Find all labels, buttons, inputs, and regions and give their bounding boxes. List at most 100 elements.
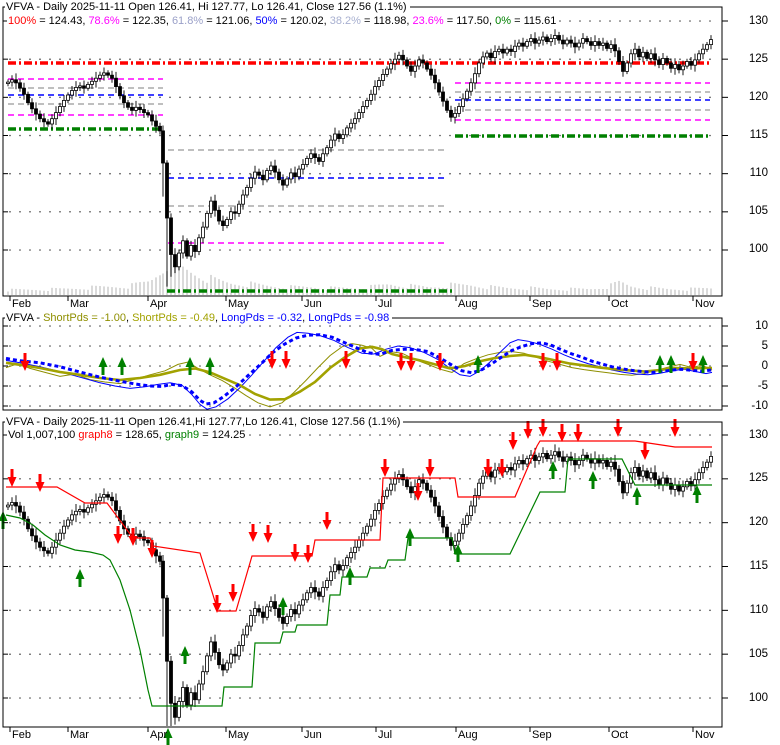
buy-arrow-icon (180, 646, 190, 664)
sell-arrow-icon (290, 544, 300, 562)
x-axis-month-label: Jul (378, 298, 393, 310)
buy-arrow-icon (698, 355, 708, 373)
fib-level-value: = 118.98, (360, 15, 413, 27)
buy-arrow-icon (278, 597, 288, 615)
y-axis-label: 130 (748, 14, 768, 27)
sell-arrow-icon (322, 512, 332, 530)
sell-arrow-icon (263, 525, 273, 543)
volume-bars (7, 255, 712, 296)
fib-level-value: = 121.06, (203, 15, 256, 27)
fib-level-value: = 115.61 (511, 15, 557, 27)
y-axis-label: 105 (748, 205, 768, 218)
sell-arrow-icon (113, 526, 123, 544)
buy-arrow-icon (75, 569, 85, 587)
buy-arrow-icon (473, 355, 483, 373)
y-axis-label: 120 (748, 516, 768, 529)
x-axis-month-label: Oct (611, 729, 629, 741)
sell-arrow-icon (7, 469, 17, 487)
graph-value: = 124.25 (199, 429, 246, 441)
panel3-arrows (0, 419, 702, 745)
sell-arrow-icon (613, 419, 623, 437)
sell-arrow-icon (303, 545, 313, 563)
panel3-title: VFVA - Daily 2025-11-11 Open 126.41,Hi 1… (5, 416, 404, 428)
graph-label: graph9 (164, 429, 200, 441)
panel3-subtitle: Vol 1,007,100 graph8 = 128.65, graph9 = … (7, 429, 249, 441)
sell-arrow-icon (538, 419, 548, 437)
sell-arrow-icon (341, 351, 351, 369)
buy-arrow-icon (692, 485, 702, 503)
sell-arrow-icon (435, 353, 445, 371)
sell-arrow-icon (413, 483, 423, 501)
panel1-title-text: VFVA - Daily 2025-11-11 Open 126.41, Hi … (6, 1, 407, 13)
y-axis-label: 130 (748, 428, 768, 441)
x-axis-month-label: Jul (378, 729, 393, 741)
fib-level-value: = 124.43, (36, 15, 89, 27)
oscillator-lines (5, 331, 713, 410)
x-axis-month-label: Mar (70, 298, 89, 310)
panel2-indicator-values: ShortPds = -1.00, ShortPds = -0.49, Long… (43, 312, 390, 324)
x-axis-month-label: May (228, 298, 249, 310)
panel2-title: VFVA - ShortPds = -1.00, ShortPds = -0.4… (5, 312, 393, 324)
sell-arrow-icon (483, 459, 493, 477)
y-axis-label: 120 (748, 90, 768, 103)
sell-arrow-icon (508, 432, 518, 450)
sell-arrow-icon (212, 595, 222, 613)
x-axis-month-label: Nov (695, 298, 715, 310)
graph-label: graph8 (78, 429, 113, 441)
buy-arrow-icon (655, 355, 665, 373)
candles-bottom (6, 444, 713, 726)
y-axis-label: 125 (748, 472, 768, 485)
sell-arrow-icon (640, 442, 650, 460)
y-axis-label: -10 (751, 399, 768, 412)
x-axis-month-label: Feb (12, 298, 31, 310)
buy-arrow-icon (345, 567, 355, 585)
y-axis-label: 0 (761, 359, 768, 372)
buy-arrow-icon (117, 357, 127, 375)
sell-arrow-icon (538, 353, 548, 371)
buy-arrow-icon (205, 357, 215, 375)
x-axis-month-label: Oct (611, 298, 629, 310)
panel3-title-text: VFVA - Daily 2025-11-11 Open 126.41,Hi 1… (6, 416, 401, 428)
buy-arrow-icon (453, 544, 463, 562)
fib-level-value: = 117.50, (443, 15, 496, 27)
sell-arrow-icon (281, 351, 291, 369)
x-axis-month-label: Sep (532, 729, 552, 741)
x-axis-month-label: Feb (12, 729, 31, 741)
sell-arrow-icon (267, 351, 277, 369)
fib-level-value: = 122.35, (119, 15, 172, 27)
sell-arrow-icon (523, 421, 533, 439)
fib-level-label: 23.6% (412, 15, 444, 27)
y-axis-label: 5 (761, 339, 768, 352)
candles-top (6, 29, 713, 287)
panel1-title: VFVA - Daily 2025-11-11 Open 126.41, Hi … (5, 1, 410, 13)
buy-arrow-icon (185, 357, 195, 375)
sell-arrow-icon (248, 524, 258, 542)
y-axis-label: 110 (749, 167, 768, 180)
buy-arrow-icon (588, 471, 598, 489)
x-axis-month-label: May (228, 729, 249, 741)
panel2-arrows (20, 351, 708, 375)
x-axis-month-label: Mar (70, 729, 89, 741)
indicator-value: ShortPds = -1.00 (43, 312, 126, 324)
buy-arrow-icon (163, 728, 173, 745)
sell-arrow-icon (688, 353, 698, 371)
sell-arrow-icon (128, 528, 138, 546)
sell-arrow-icon (20, 353, 30, 371)
axis-ticks (3, 20, 728, 732)
fib-level-label: 38.2% (329, 15, 361, 27)
fib-level-label: 78.6% (88, 15, 120, 27)
indicator-value: ShortPds = -0.49 (132, 312, 215, 324)
indicator-value: LongPds = -0.32 (221, 312, 303, 324)
y-axis-label: 115 (749, 128, 768, 141)
buy-arrow-icon (0, 511, 8, 529)
fib-level-value: = 120.02, (277, 15, 330, 27)
y-axis-label: -5 (757, 379, 768, 392)
x-axis-month-label: Jun (304, 298, 322, 310)
y-axis-label: 105 (748, 647, 768, 660)
sell-arrow-icon (670, 419, 680, 437)
fib-level-label: 61.8% (171, 15, 204, 27)
fib-level-label: 100% (8, 15, 37, 27)
sell-arrow-icon (35, 474, 45, 492)
